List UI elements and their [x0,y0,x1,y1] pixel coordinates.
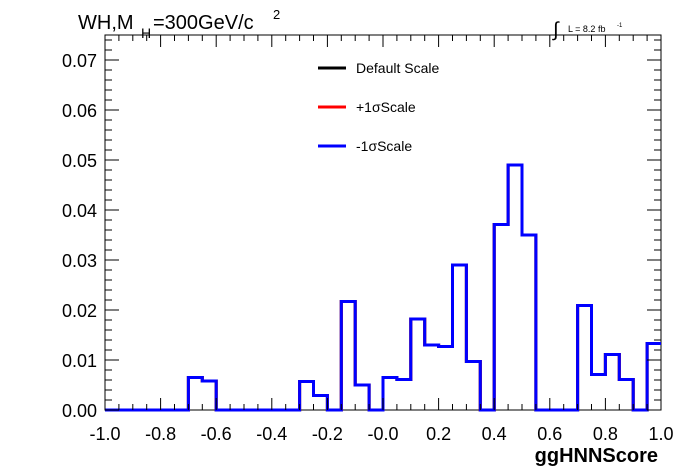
y-tick-label: 0.03 [62,251,97,271]
x-tick-label: -0.2 [312,424,343,444]
series-layer [105,163,661,412]
x-tick-label: -0.8 [145,424,176,444]
luminosity-label: ∫ L = 8.2 fb -1 [552,19,623,41]
y-tick-label: 0.01 [62,351,97,371]
legend: Default Scale +1σScale -1σScale [318,60,439,154]
luminosity-superscript: -1 [617,23,623,29]
title-superscript: 2 [273,7,280,22]
x-axis-label: ggHNNScore [535,445,658,467]
x-tick-label: 0.4 [482,424,507,444]
y-tick-label: 0.02 [62,301,97,321]
chart-title: WH,M H =300GeV/c 2 [78,7,280,41]
y-tick-label: 0.06 [62,101,97,121]
x-tick-label: -0.6 [201,424,232,444]
title-main: WH,M [78,12,134,34]
series-line-2 [105,163,661,412]
x-tick-label: 0.6 [537,424,562,444]
y-tick-label: 0.05 [62,151,97,171]
x-tick-label: -1.0 [89,424,120,444]
x-tick-label: -0.0 [367,424,398,444]
legend-label-default: Default Scale [356,60,439,76]
x-tick-label: 0.8 [593,424,618,444]
title-rest: =300GeV/c [153,12,254,34]
axis-layer: -1.0 -0.8 -0.6 -0.4 -0.2 -0.0 0.2 0.4 0.6 0.8 1.0 0… [62,35,674,444]
luminosity-text: L = 8.2 fb [568,24,605,34]
y-tick-label: 0.07 [62,51,97,71]
x-tick-label: 0.2 [426,424,451,444]
y-tick-label: 0.04 [62,201,97,221]
y-tick-label: 0.00 [62,401,97,421]
legend-label-plus1sigma: +1σScale [356,99,416,115]
integral-symbol: ∫ [552,19,560,41]
title-subscript: H [141,25,151,41]
legend-label-minus1sigma: -1σScale [356,138,412,154]
x-tick-label: -0.4 [256,424,287,444]
x-tick-label: 1.0 [648,424,673,444]
